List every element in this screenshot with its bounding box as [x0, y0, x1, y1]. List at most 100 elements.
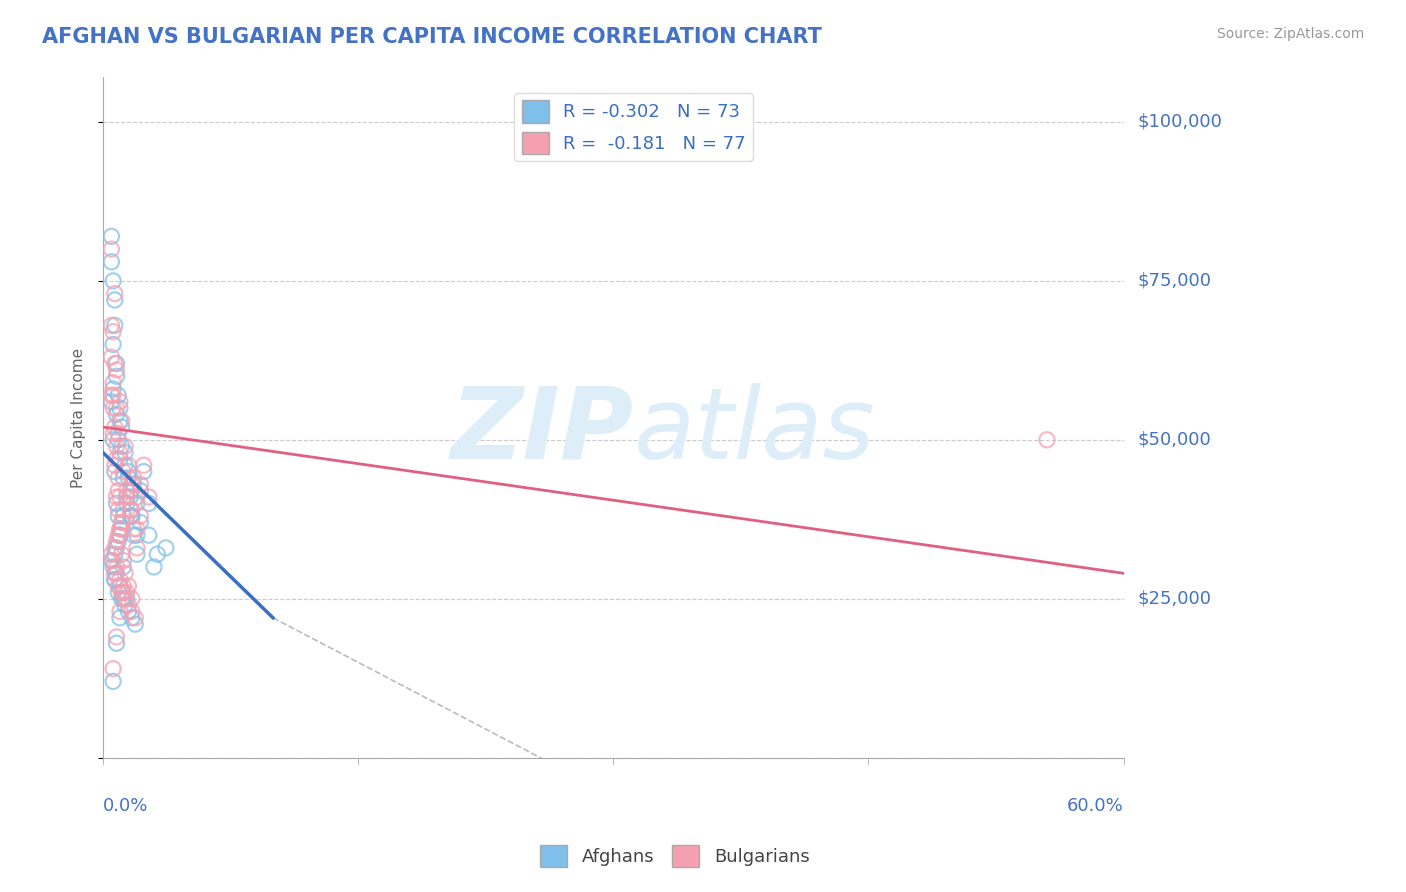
Point — [117, 458, 139, 473]
Legend: R = -0.302   N = 73, R =  -0.181   N = 77: R = -0.302 N = 73, R = -0.181 N = 77 — [515, 94, 754, 161]
Text: Source: ZipAtlas.com: Source: ZipAtlas.com — [1216, 27, 1364, 41]
Text: AFGHAN VS BULGARIAN PER CAPITA INCOME CORRELATION CHART: AFGHAN VS BULGARIAN PER CAPITA INCOME CO… — [42, 27, 823, 46]
Point — [138, 490, 160, 504]
Point — [108, 528, 131, 542]
Point — [1036, 433, 1059, 447]
Point — [108, 490, 131, 504]
Point — [101, 560, 124, 574]
Point — [101, 426, 124, 441]
Point — [108, 414, 131, 428]
Point — [108, 451, 131, 466]
Point — [107, 433, 129, 447]
Point — [115, 483, 138, 498]
Point — [104, 566, 127, 581]
Text: $100,000: $100,000 — [1137, 113, 1222, 131]
Point — [117, 579, 139, 593]
Text: 60.0%: 60.0% — [1067, 797, 1123, 814]
Point — [108, 401, 131, 415]
Point — [122, 477, 145, 491]
Text: 0.0%: 0.0% — [103, 797, 148, 814]
Point — [125, 496, 148, 510]
Point — [101, 337, 124, 351]
Point — [146, 547, 169, 561]
Point — [112, 509, 135, 524]
Point — [105, 534, 128, 549]
Point — [107, 585, 129, 599]
Point — [124, 611, 146, 625]
Point — [104, 573, 127, 587]
Point — [115, 490, 138, 504]
Point — [112, 591, 135, 606]
Point — [108, 522, 131, 536]
Point — [101, 325, 124, 339]
Point — [101, 401, 124, 415]
Point — [105, 439, 128, 453]
Text: $50,000: $50,000 — [1137, 431, 1211, 449]
Point — [105, 630, 128, 644]
Point — [117, 471, 139, 485]
Point — [110, 420, 132, 434]
Text: $75,000: $75,000 — [1137, 272, 1212, 290]
Point — [104, 293, 127, 307]
Point — [117, 604, 139, 618]
Point — [105, 408, 128, 422]
Point — [101, 553, 124, 567]
Point — [104, 465, 127, 479]
Point — [122, 528, 145, 542]
Point — [155, 541, 177, 555]
Point — [100, 242, 122, 256]
Point — [114, 566, 136, 581]
Point — [108, 579, 131, 593]
Point — [108, 394, 131, 409]
Point — [132, 465, 155, 479]
Point — [129, 516, 152, 530]
Point — [104, 541, 127, 555]
Point — [110, 439, 132, 453]
Point — [100, 553, 122, 567]
Text: $25,000: $25,000 — [1137, 590, 1212, 607]
Point — [125, 541, 148, 555]
Point — [112, 465, 135, 479]
Point — [121, 509, 143, 524]
Point — [105, 560, 128, 574]
Point — [100, 394, 122, 409]
Point — [124, 617, 146, 632]
Point — [101, 274, 124, 288]
Point — [114, 458, 136, 473]
Point — [104, 286, 127, 301]
Point — [108, 528, 131, 542]
Point — [110, 516, 132, 530]
Point — [129, 483, 152, 498]
Point — [107, 534, 129, 549]
Point — [114, 445, 136, 459]
Point — [100, 350, 122, 364]
Point — [114, 439, 136, 453]
Point — [105, 496, 128, 510]
Point — [110, 522, 132, 536]
Point — [120, 490, 142, 504]
Point — [117, 598, 139, 612]
Point — [138, 496, 160, 510]
Point — [110, 516, 132, 530]
Point — [107, 528, 129, 542]
Point — [120, 502, 142, 516]
Point — [112, 585, 135, 599]
Point — [101, 433, 124, 447]
Point — [112, 560, 135, 574]
Point — [114, 598, 136, 612]
Point — [108, 445, 131, 459]
Point — [108, 611, 131, 625]
Point — [112, 585, 135, 599]
Point — [101, 376, 124, 390]
Point — [105, 451, 128, 466]
Point — [114, 591, 136, 606]
Point — [107, 388, 129, 402]
Point — [138, 528, 160, 542]
Point — [104, 318, 127, 333]
Point — [120, 483, 142, 498]
Point — [100, 318, 122, 333]
Point — [105, 636, 128, 650]
Point — [108, 522, 131, 536]
Point — [121, 477, 143, 491]
Point — [105, 363, 128, 377]
